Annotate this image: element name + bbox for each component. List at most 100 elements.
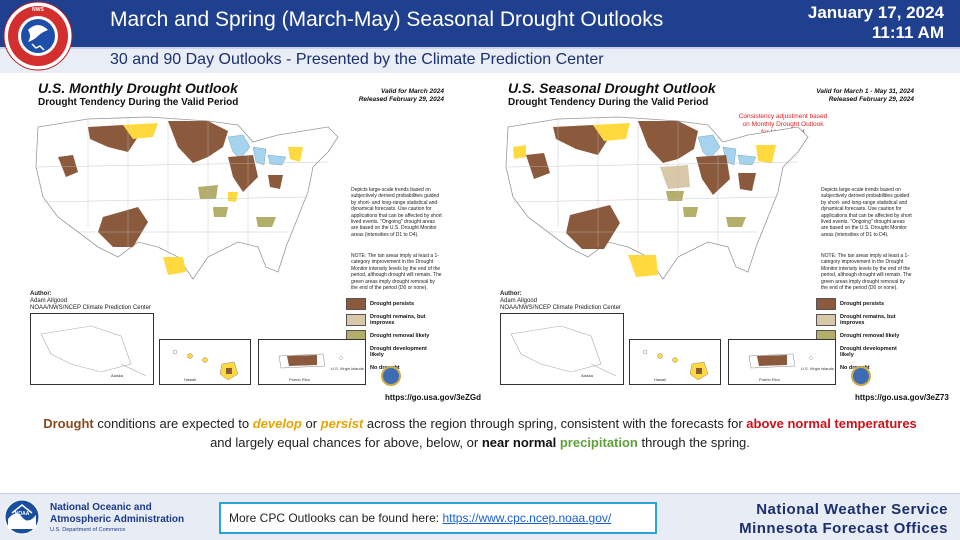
drought-persists-region: [88, 125, 138, 152]
puerto-rico-label: Puerto Rico: [289, 377, 310, 382]
alaska-inset: Alaska: [500, 313, 624, 385]
header-divider: [0, 47, 960, 49]
noaa-name-line2: Atmospheric Administration: [50, 514, 185, 525]
legend-label: Drought removal likely: [840, 333, 900, 339]
drought-development-region: [593, 123, 630, 141]
legend-label: Drought removal likely: [370, 333, 430, 339]
legend-label: Drought persists: [370, 301, 415, 307]
nws-logo-icon: NWS: [3, 1, 73, 71]
legend-swatch: [346, 298, 366, 310]
page-subtitle: 30 and 90 Day Outlooks - Presented by th…: [110, 51, 604, 68]
legend-label: Drought development likely: [840, 346, 897, 358]
drought-remains-region: [660, 165, 690, 189]
noaa-logo-icon: NOAA: [4, 499, 40, 535]
legend-description: Depicts large-scale trends based on subj…: [821, 187, 912, 238]
monthly-outlook-map: U.S. Monthly Drought Outlook Drought Ten…: [28, 77, 481, 405]
legend-label: No drought: [840, 365, 870, 371]
legend-label: Drought development likely: [370, 346, 427, 358]
map-subtitle: Drought Tendency During the Valid Period: [38, 97, 239, 108]
author-block: Author: Adam Allgood NOAA/NWS/NCEP Clima…: [500, 291, 621, 312]
conus-map: [505, 116, 809, 280]
time-label: 11:11 AM: [871, 23, 944, 42]
puerto-rico-inset: Puerto Rico U.S. Virgin Islands: [258, 339, 366, 385]
legend-item: Drought remains, but improves: [346, 313, 440, 327]
summary-text: Drought conditions are expected to devel…: [40, 414, 920, 452]
drought-removal-region: [683, 207, 698, 217]
puerto-rico-label: Puerto Rico: [759, 377, 780, 382]
summary-precipitation: precipitation: [559, 435, 638, 450]
drought-persists-region: [553, 125, 608, 155]
logo-lettering: NWS: [32, 7, 44, 13]
legend-label: Drought remains, but improves: [840, 314, 896, 326]
virgin-islands-label: U.S. Virgin Islands: [801, 366, 834, 371]
date-label: January 17, 2024: [807, 3, 944, 22]
summary-above-normal-temps: above normal temperatures: [746, 416, 917, 431]
alaska-inset: Alaska: [30, 313, 154, 385]
legend-note: NOTE: The tan areas imply at least a 1-c…: [351, 253, 442, 292]
author-org: NOAA/NWS/NCEP Climate Prediction Center: [30, 305, 151, 311]
legend-note: NOTE: The tan areas imply at least a 1-c…: [821, 253, 912, 292]
hawaii-label: Hawaii: [654, 377, 667, 382]
virgin-islands-label: U.S. Virgin Islands: [331, 366, 364, 371]
nws-offices: Minnesota Forecast Offices: [739, 520, 948, 537]
legend-label: Drought remains, but improves: [370, 314, 426, 326]
page-title: March and Spring (March-May) Seasonal Dr…: [110, 8, 664, 31]
header-bar: [0, 0, 960, 47]
summary-develop: develop: [252, 416, 302, 431]
puerto-rico-inset: Puerto Rico U.S. Virgin Islands: [728, 339, 836, 385]
cpc-link[interactable]: https://www.cpc.ncep.noaa.gov/: [442, 511, 612, 525]
legend-item: Drought persists: [816, 297, 910, 311]
legend-label: No drought: [370, 365, 400, 371]
noaa-seal-icon: [381, 366, 401, 386]
conus-map: [35, 116, 339, 280]
legend-swatch: [816, 314, 836, 326]
map-title: U.S. Monthly Drought Outlook: [38, 80, 238, 96]
great-lakes: [697, 134, 721, 160]
noaa-department: U.S. Department of Commerce: [50, 527, 126, 533]
released-label: Released February 29, 2024: [358, 96, 444, 103]
author-org: NOAA/NWS/NCEP Climate Prediction Center: [500, 305, 621, 311]
datetime-block: January 17, 2024 11:11 AM: [808, 3, 944, 43]
noaa-name-line1: National Oceanic and: [50, 502, 152, 513]
author-heading: Author:: [500, 291, 522, 297]
noaa-name: National Oceanic and Atmospheric Adminis…: [50, 502, 184, 526]
map-valid-dates: Valid for March 1 - May 31, 2024 Release…: [816, 88, 914, 104]
cpc-label: More CPC Outlooks can be found here:: [229, 511, 443, 525]
summary-persist: persist: [320, 416, 364, 431]
hawaii-inset: Hawaii: [629, 339, 721, 385]
map-url-link[interactable]: https://go.usa.gov/3eZ73: [855, 393, 949, 402]
alaska-label: Alaska: [581, 373, 594, 378]
legend-item: Drought remains, but improves: [816, 313, 910, 327]
valid-label: Valid for March 1 - May 31, 2024: [816, 88, 914, 95]
nws-footer-text: National Weather Service Minnesota Forec…: [739, 500, 948, 538]
summary-text-part: across the region through spring, consis…: [363, 416, 747, 431]
subtitle-bar: [0, 49, 960, 73]
map-url-link[interactable]: https://go.usa.gov/3eZGd: [385, 393, 482, 402]
summary-text-part: and largely equal chances for above, bel…: [210, 435, 482, 450]
map-title: U.S. Seasonal Drought Outlook: [508, 80, 716, 96]
map-valid-dates: Valid for March 2024 Released February 2…: [359, 88, 444, 104]
seasonal-outlook-map: U.S. Seasonal Drought Outlook Drought Te…: [498, 77, 949, 405]
alaska-label: Alaska: [111, 373, 124, 378]
author-name: Adam Allgood: [30, 298, 68, 304]
map-subtitle: Drought Tendency During the Valid Period: [508, 97, 709, 108]
nws-name: National Weather Service: [756, 501, 948, 518]
author-block: Author: Adam Allgood NOAA/NWS/NCEP Clima…: [30, 291, 151, 312]
author-heading: Author:: [30, 291, 52, 297]
summary-drought: Drought: [43, 416, 94, 431]
legend-label: Drought persists: [840, 301, 885, 307]
hawaii-label: Hawaii: [184, 377, 197, 382]
valid-label: Valid for March 2024: [381, 88, 444, 95]
summary-text-part: conditions are expected to: [93, 416, 253, 431]
summary-text-part: or: [301, 416, 321, 431]
legend-description: Depicts large-scale trends based on subj…: [351, 187, 442, 238]
cpc-text: More CPC Outlooks can be found here: htt…: [229, 511, 611, 525]
cpc-outlooks-box: More CPC Outlooks can be found here: htt…: [219, 502, 657, 534]
summary-near-normal: near normal: [481, 435, 557, 450]
noaa-logo-lettering: NOAA: [15, 511, 30, 517]
released-label: Released February 29, 2024: [828, 96, 914, 103]
legend-swatch: [346, 314, 366, 326]
hawaii-inset: Hawaii: [159, 339, 251, 385]
legend-swatch: [816, 298, 836, 310]
